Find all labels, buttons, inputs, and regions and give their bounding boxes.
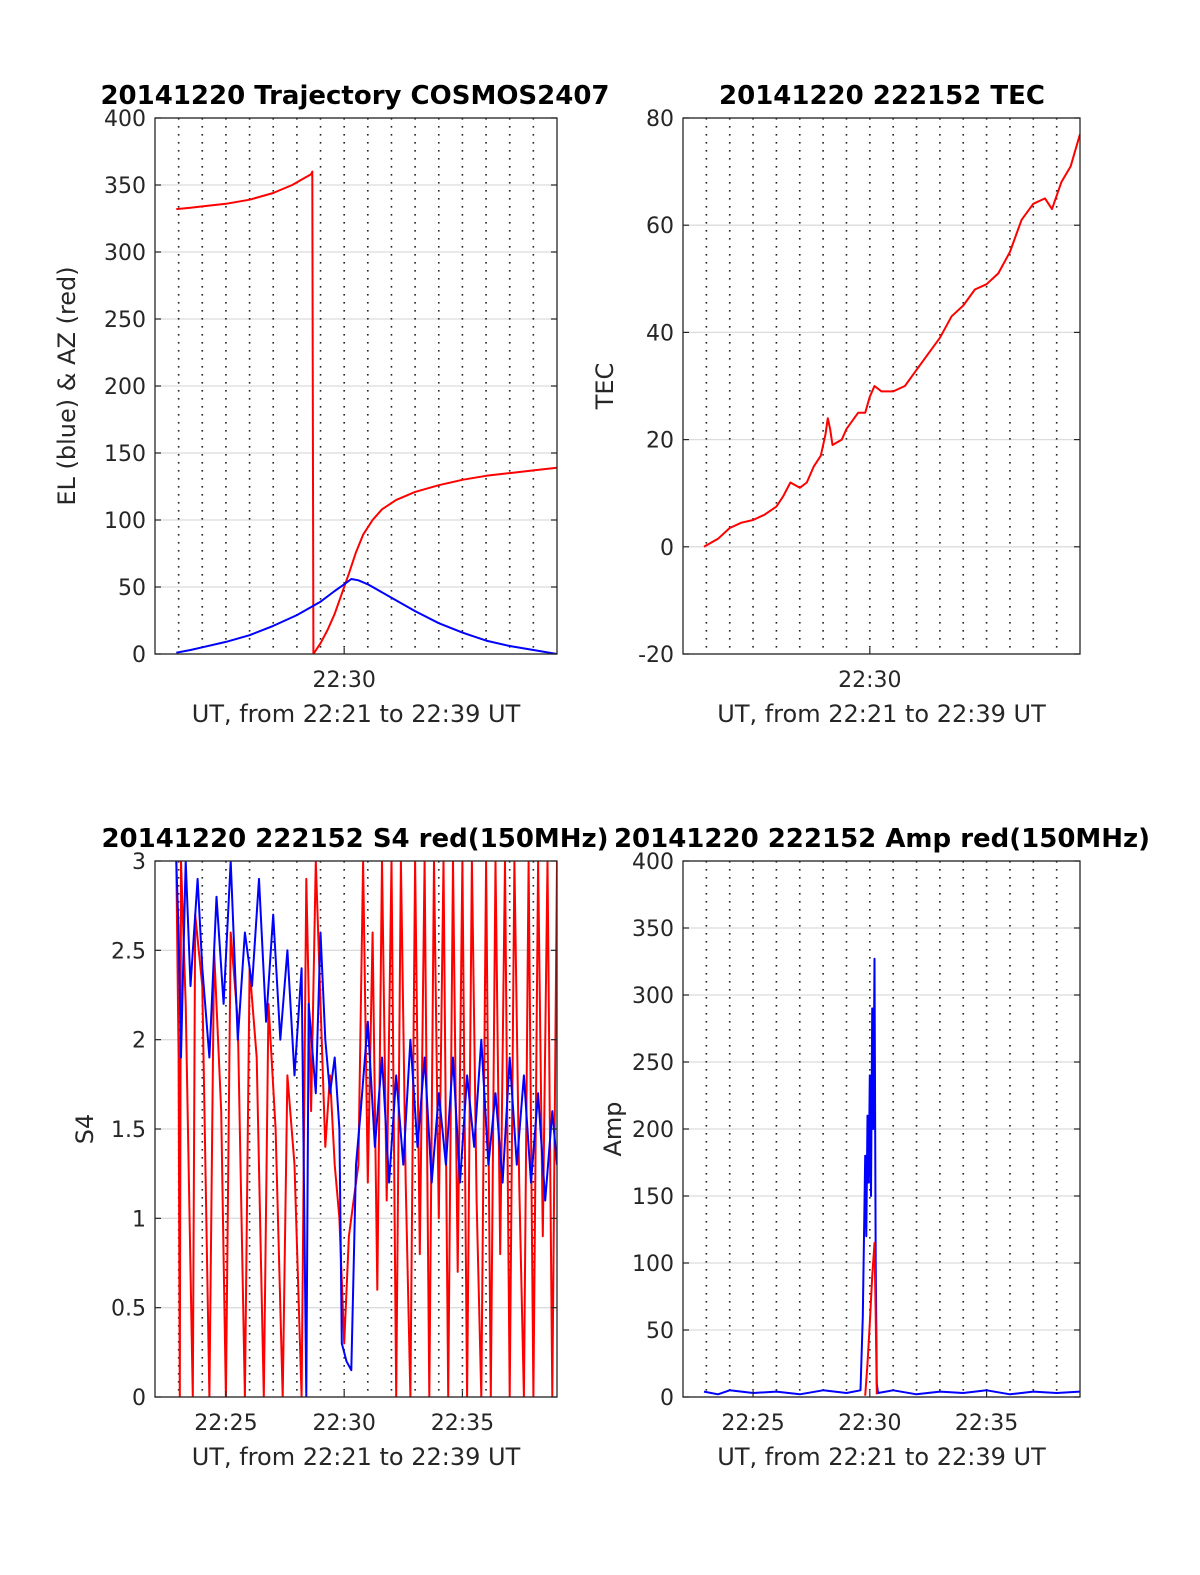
x-axis-label: UT, from 22:21 to 22:39 UT	[717, 1443, 1046, 1471]
y-tick-label: 250	[632, 1051, 674, 1076]
y-tick-label: 150	[104, 442, 146, 467]
y-tick-label: 0	[132, 1386, 146, 1411]
y-tick-label: 300	[632, 984, 674, 1009]
y-tick-label: 350	[104, 174, 146, 199]
y-tick-label: 100	[104, 509, 146, 534]
y-tick-label: 0	[132, 643, 146, 668]
chart-title: 20141220 222152 Amp red(150MHz)	[614, 824, 1150, 854]
series-line-1-0	[864, 1241, 878, 1396]
x-tick-label: 22:35	[431, 1411, 494, 1436]
y-tick-label: 50	[118, 576, 146, 601]
series-line-0-1	[312, 466, 557, 654]
chart-title: 20141220 222152 TEC	[719, 81, 1045, 111]
y-tick-label: 80	[646, 107, 674, 132]
y-tick-label: 150	[632, 1185, 674, 1210]
x-axis-label: UT, from 22:21 to 22:39 UT	[717, 700, 1046, 728]
y-tick-label: 40	[646, 321, 674, 346]
series-line-1-0	[176, 578, 557, 654]
y-axis-label: Amp	[599, 1101, 627, 1156]
y-tick-label: 200	[104, 375, 146, 400]
y-tick-label: 0.5	[111, 1297, 146, 1322]
series-line-0-0	[703, 957, 1080, 1396]
y-tick-label: 0	[660, 536, 674, 561]
y-tick-label: 1	[132, 1207, 146, 1232]
plot-area	[683, 118, 1080, 654]
x-tick-label: 22:25	[194, 1411, 257, 1436]
y-tick-label: 1.5	[111, 1118, 146, 1143]
chart-title: 20141220 Trajectory COSMOS2407	[100, 81, 609, 111]
x-axis-label: UT, from 22:21 to 22:39 UT	[192, 1443, 521, 1471]
y-tick-label: 2	[132, 1029, 146, 1054]
y-tick-label: 400	[104, 107, 146, 132]
y-axis-label: EL (blue) & AZ (red)	[53, 266, 81, 505]
x-tick-label: 22:30	[838, 668, 901, 693]
x-tick-label: 22:30	[838, 1411, 901, 1436]
series-line-0-0	[176, 170, 315, 654]
x-tick-label: 22:30	[312, 668, 375, 693]
trajectory-plot: 0 50 100 150 200 250 300 350 400 22:30 20141220 Tr…	[53, 81, 610, 728]
x-axis-label: UT, from 22:21 to 22:39 UT	[192, 700, 521, 728]
y-tick-label: 250	[104, 308, 146, 333]
series-line-1-0	[175, 861, 557, 1397]
y-tick-label: 100	[632, 1252, 674, 1277]
y-tick-label: 20	[646, 429, 674, 454]
y-tick-label: 350	[632, 917, 674, 942]
x-tick-label: 22:35	[955, 1411, 1018, 1436]
y-tick-label: 0	[660, 1386, 674, 1411]
y-axis-label: S4	[71, 1114, 99, 1145]
y-tick-label: 2.5	[111, 939, 146, 964]
series-line-0-0	[703, 133, 1080, 548]
y-tick-label: 200	[632, 1118, 674, 1143]
axes-frame	[682, 117, 1081, 655]
y-axis-label: TEC	[591, 363, 619, 411]
y-tick-label: 60	[646, 214, 674, 239]
amp-plot: 0 50 100 150 200 250 300 350 400 22:25 22:30 22:35 2…	[599, 824, 1150, 1471]
chart-title: 20141220 222152 S4 red(150MHz)	[101, 824, 608, 854]
y-tick-label: 400	[632, 850, 674, 875]
x-tick-label: 22:25	[721, 1411, 784, 1436]
tec-plot: -20 0 20 40 60 80 22:30 20141220 222152 TEC UT, …	[591, 81, 1081, 728]
y-tick-label: 3	[132, 850, 146, 875]
y-tick-label: -20	[638, 643, 674, 668]
x-tick-label: 22:30	[312, 1411, 375, 1436]
y-tick-label: 50	[646, 1319, 674, 1344]
s4-plot: 0 0.5 1 1.5 2 2.5 3 22:25 22:30 22:35 20141220 222…	[71, 824, 609, 1471]
y-tick-label: 300	[104, 241, 146, 266]
